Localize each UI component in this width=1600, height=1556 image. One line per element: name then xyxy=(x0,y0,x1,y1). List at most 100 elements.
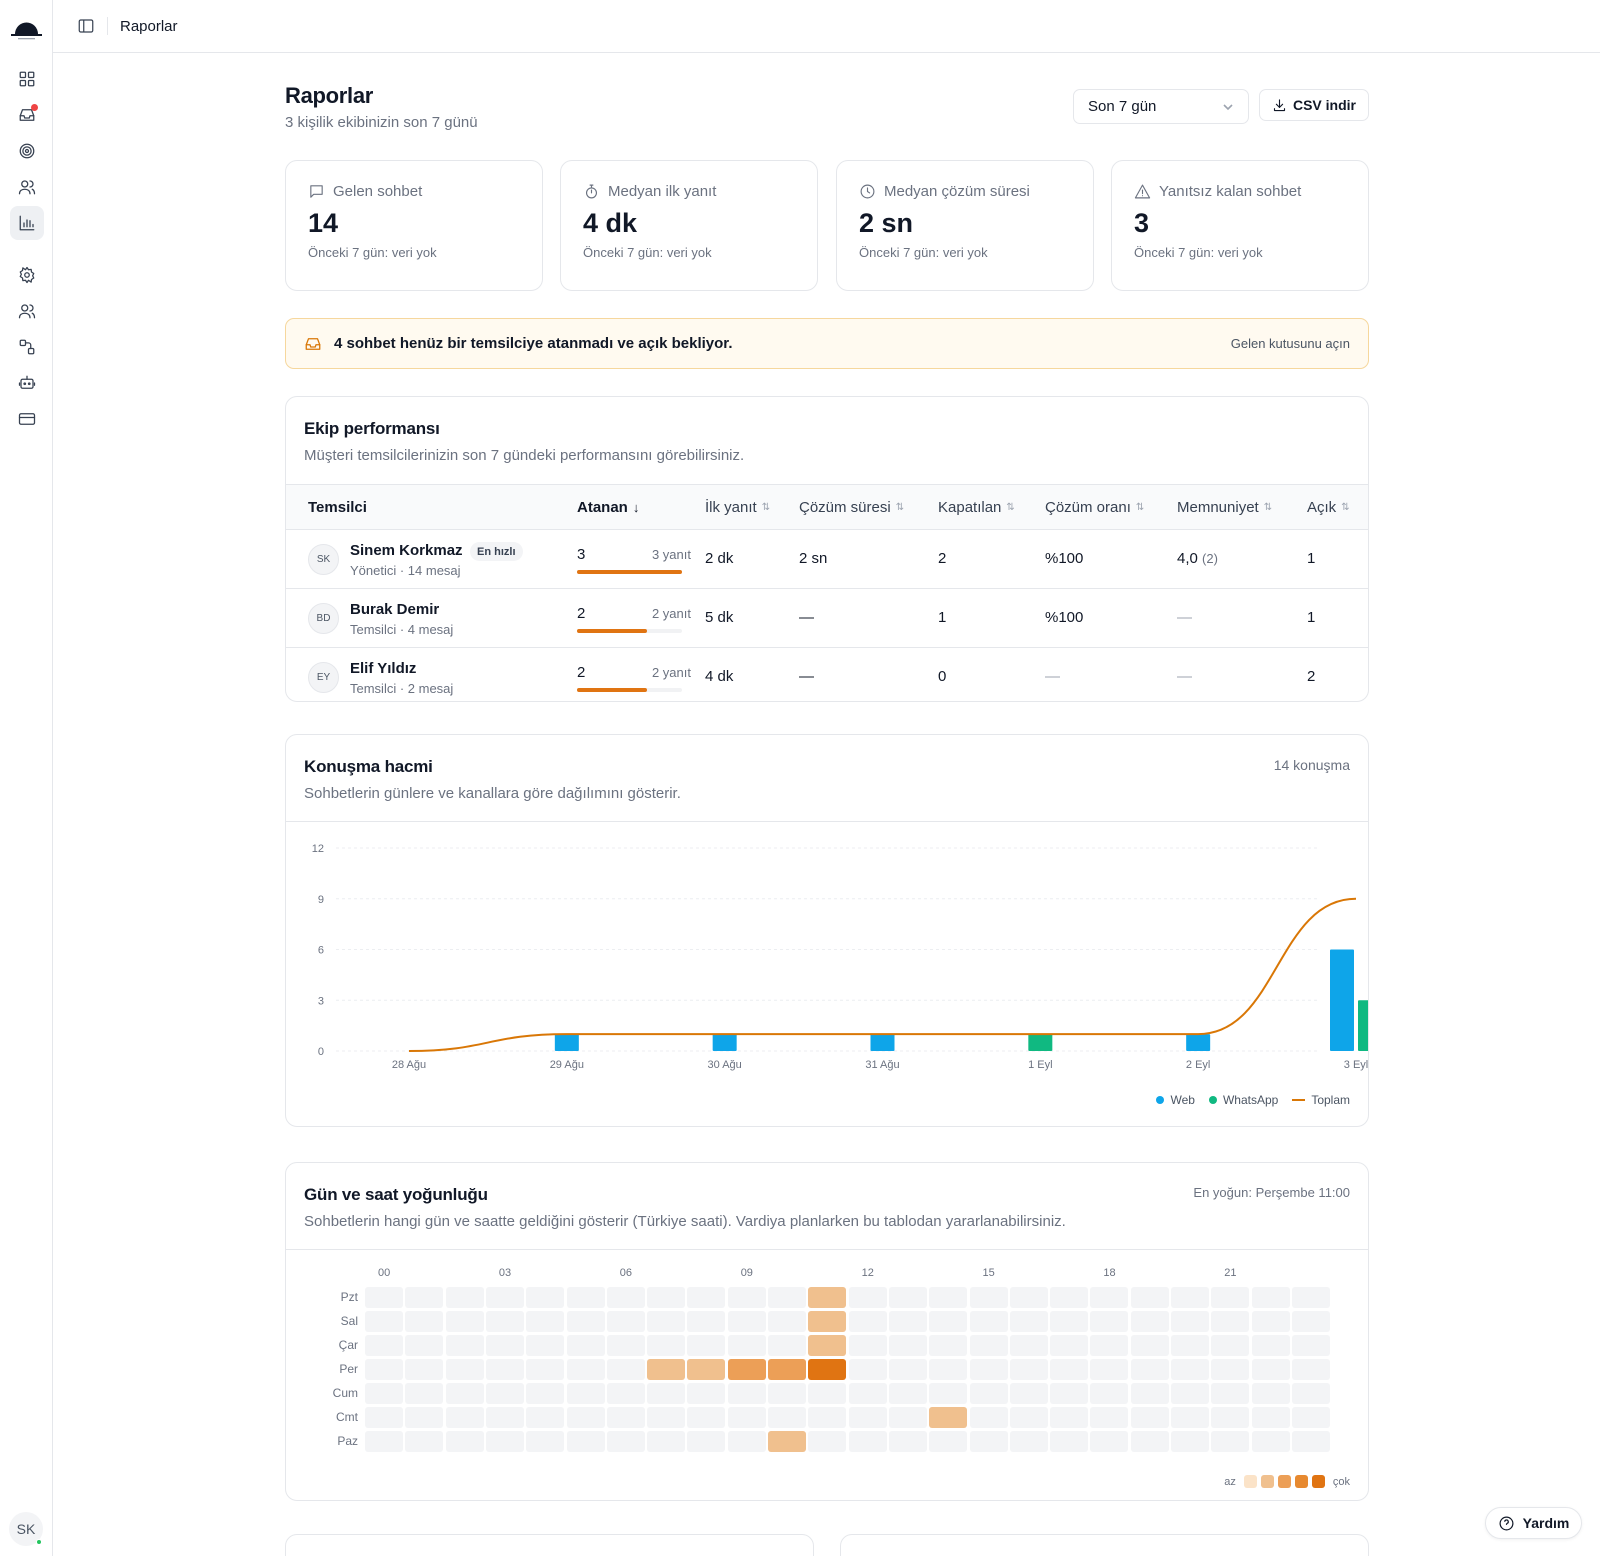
heatmap-cell[interactable] xyxy=(566,1335,605,1356)
heatmap-cell[interactable] xyxy=(888,1311,927,1332)
heatmap-cell[interactable] xyxy=(647,1287,686,1308)
heatmap-cell[interactable] xyxy=(929,1311,968,1332)
heatmap-cell[interactable] xyxy=(888,1407,927,1428)
heatmap-cell[interactable] xyxy=(808,1407,847,1428)
heatmap-cell[interactable] xyxy=(1009,1287,1048,1308)
heatmap-cell[interactable] xyxy=(1050,1407,1089,1428)
heatmap-cell[interactable] xyxy=(1291,1407,1330,1428)
column-resolution-rate[interactable]: Çözüm oranı ⇅ xyxy=(1045,499,1145,516)
column-resolution-time[interactable]: Çözüm süresi ⇅ xyxy=(799,499,905,516)
heatmap-cell[interactable] xyxy=(1009,1383,1048,1404)
nav-inbox-icon[interactable] xyxy=(10,98,44,132)
heatmap-cell[interactable] xyxy=(1130,1431,1169,1452)
heatmap-cell[interactable] xyxy=(888,1383,927,1404)
table-row[interactable]: SK Sinem Korkmaz En hızlı Yönetici · 14 … xyxy=(286,530,1368,589)
heatmap-cell[interactable] xyxy=(1009,1431,1048,1452)
heatmap-cell[interactable] xyxy=(888,1431,927,1452)
heatmap-cell[interactable] xyxy=(1251,1359,1290,1380)
heatmap-cell[interactable] xyxy=(1130,1335,1169,1356)
heatmap-cell[interactable] xyxy=(647,1383,686,1404)
heatmap-cell[interactable] xyxy=(647,1359,686,1380)
heatmap-cell[interactable] xyxy=(808,1383,847,1404)
heatmap-cell[interactable] xyxy=(405,1431,444,1452)
nav-dashboard-icon[interactable] xyxy=(10,62,44,96)
heatmap-cell[interactable] xyxy=(1130,1311,1169,1332)
heatmap-cell[interactable] xyxy=(1171,1335,1209,1356)
heatmap-cell[interactable] xyxy=(969,1383,1008,1404)
legend-item-toplam[interactable]: Toplam xyxy=(1292,1093,1350,1107)
heatmap-cell[interactable] xyxy=(445,1359,484,1380)
heatmap-cell[interactable] xyxy=(687,1383,726,1404)
heatmap-cell[interactable] xyxy=(485,1287,524,1308)
heatmap-cell[interactable] xyxy=(687,1431,726,1452)
heatmap-cell[interactable] xyxy=(606,1359,645,1380)
heatmap-cell[interactable] xyxy=(1291,1311,1330,1332)
nav-bot-icon[interactable] xyxy=(10,366,44,400)
nav-settings-icon[interactable] xyxy=(10,258,44,292)
heatmap-cell[interactable] xyxy=(445,1407,484,1428)
heatmap-cell[interactable] xyxy=(1090,1287,1129,1308)
heatmap-cell[interactable] xyxy=(1050,1287,1089,1308)
heatmap-cell[interactable] xyxy=(727,1407,766,1428)
heatmap-cell[interactable] xyxy=(687,1407,726,1428)
heatmap-cell[interactable] xyxy=(929,1287,968,1308)
heatmap-cell[interactable] xyxy=(929,1407,968,1428)
heatmap-cell[interactable] xyxy=(1251,1431,1290,1452)
heatmap-cell[interactable] xyxy=(768,1407,806,1428)
heatmap-cell[interactable] xyxy=(1130,1383,1169,1404)
heatmap-cell[interactable] xyxy=(647,1407,686,1428)
heatmap-cell[interactable] xyxy=(566,1311,605,1332)
heatmap-cell[interactable] xyxy=(1251,1407,1290,1428)
heatmap-cell[interactable] xyxy=(768,1335,806,1356)
heatmap-cell[interactable] xyxy=(526,1431,565,1452)
heatmap-cell[interactable] xyxy=(929,1431,968,1452)
open-inbox-link[interactable]: Gelen kutusunu açın xyxy=(1230,336,1350,351)
heatmap-cell[interactable] xyxy=(606,1431,645,1452)
heatmap-cell[interactable] xyxy=(687,1287,726,1308)
heatmap-cell[interactable] xyxy=(647,1335,686,1356)
heatmap-cell[interactable] xyxy=(1050,1383,1089,1404)
heatmap-cell[interactable] xyxy=(1211,1335,1250,1356)
heatmap-cell[interactable] xyxy=(1130,1287,1169,1308)
heatmap-cell[interactable] xyxy=(1090,1383,1129,1404)
heatmap-cell[interactable] xyxy=(566,1407,605,1428)
heatmap-cell[interactable] xyxy=(405,1335,444,1356)
heatmap-cell[interactable] xyxy=(485,1359,524,1380)
heatmap-cell[interactable] xyxy=(365,1431,403,1452)
heatmap-cell[interactable] xyxy=(929,1335,968,1356)
heatmap-cell[interactable] xyxy=(1050,1335,1089,1356)
heatmap-cell[interactable] xyxy=(606,1287,645,1308)
column-assigned[interactable]: Atanan ↓ xyxy=(577,499,640,516)
heatmap-cell[interactable] xyxy=(888,1287,927,1308)
heatmap-cell[interactable] xyxy=(1251,1311,1290,1332)
heatmap-cell[interactable] xyxy=(1171,1359,1209,1380)
heatmap-cell[interactable] xyxy=(848,1335,887,1356)
heatmap-cell[interactable] xyxy=(1211,1407,1250,1428)
heatmap-cell[interactable] xyxy=(848,1407,887,1428)
heatmap-cell[interactable] xyxy=(1291,1359,1330,1380)
heatmap-cell[interactable] xyxy=(365,1383,403,1404)
column-first-response[interactable]: İlk yanıt ⇅ xyxy=(705,499,771,516)
heatmap-cell[interactable] xyxy=(445,1383,484,1404)
heatmap-cell[interactable] xyxy=(929,1383,968,1404)
heatmap-cell[interactable] xyxy=(727,1311,766,1332)
heatmap-cell[interactable] xyxy=(969,1335,1008,1356)
heatmap-cell[interactable] xyxy=(526,1383,565,1404)
heatmap-cell[interactable] xyxy=(768,1311,806,1332)
heatmap-cell[interactable] xyxy=(969,1359,1008,1380)
heatmap-cell[interactable] xyxy=(848,1383,887,1404)
column-open[interactable]: Açık ⇅ xyxy=(1307,499,1350,516)
heatmap-cell[interactable] xyxy=(445,1335,484,1356)
heatmap-cell[interactable] xyxy=(969,1431,1008,1452)
heatmap-cell[interactable] xyxy=(365,1407,403,1428)
heatmap-cell[interactable] xyxy=(888,1359,927,1380)
heatmap-cell[interactable] xyxy=(687,1359,726,1380)
column-closed[interactable]: Kapatılan ⇅ xyxy=(938,499,1015,516)
heatmap-cell[interactable] xyxy=(1251,1335,1290,1356)
heatmap-cell[interactable] xyxy=(727,1383,766,1404)
heatmap-cell[interactable] xyxy=(485,1311,524,1332)
heatmap-cell[interactable] xyxy=(606,1311,645,1332)
heatmap-cell[interactable] xyxy=(848,1311,887,1332)
heatmap-cell[interactable] xyxy=(768,1359,806,1380)
heatmap-cell[interactable] xyxy=(727,1431,766,1452)
